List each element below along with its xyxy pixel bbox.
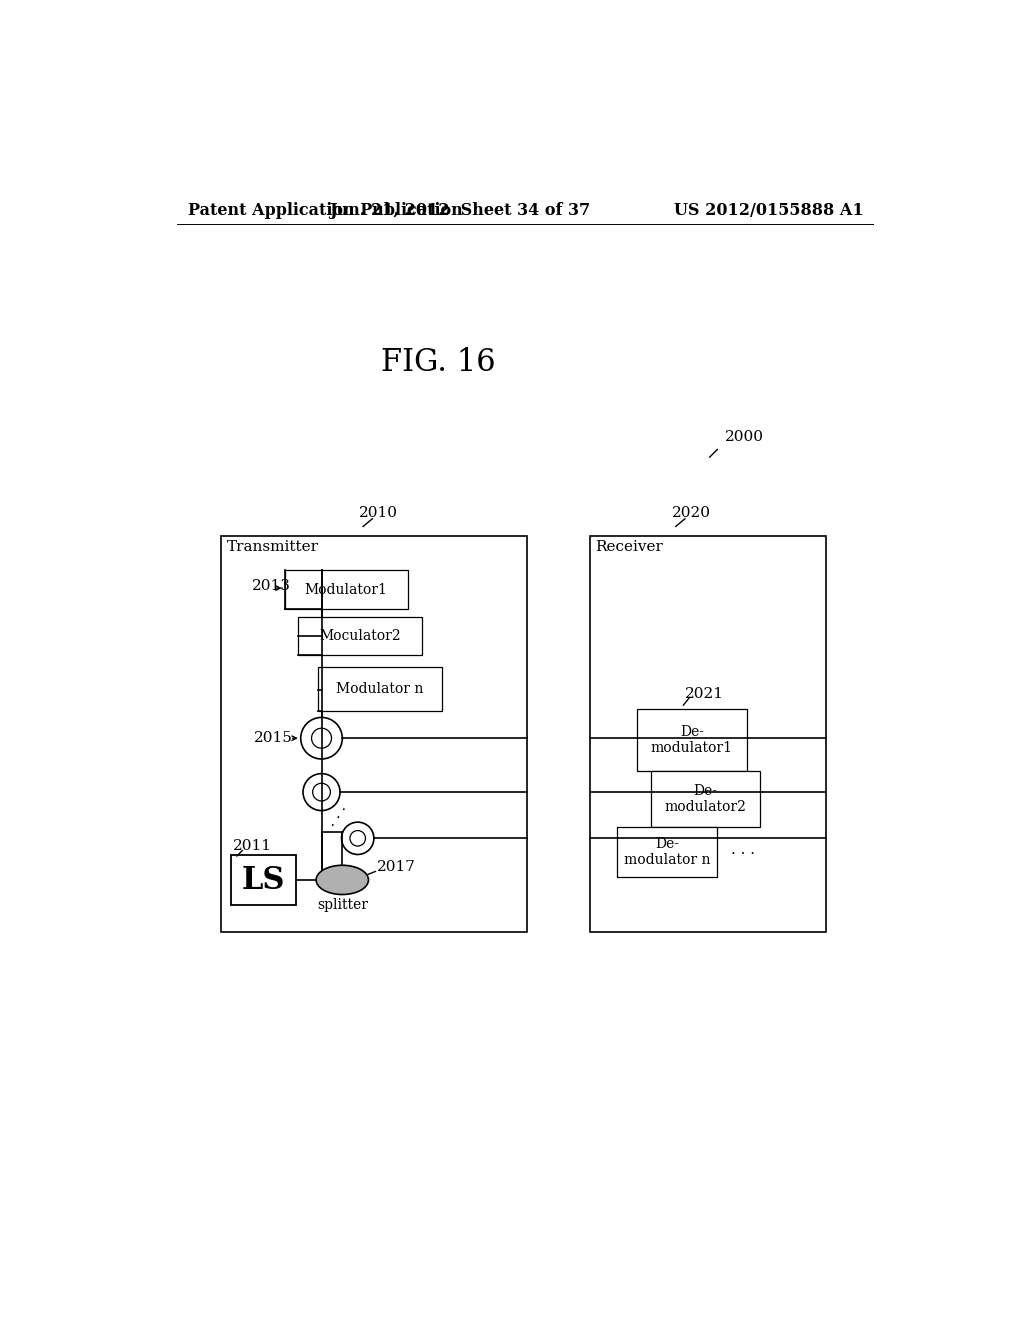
Text: 2013: 2013	[252, 578, 291, 593]
Text: Jun. 21, 2012  Sheet 34 of 37: Jun. 21, 2012 Sheet 34 of 37	[330, 202, 591, 219]
Bar	[617, 826, 717, 876]
Text: 2021: 2021	[685, 686, 724, 701]
Text: Patent Application Publication: Patent Application Publication	[188, 202, 463, 219]
Text: 2020: 2020	[672, 506, 711, 520]
Text: splitter: splitter	[316, 899, 368, 912]
Text: . . .: . . .	[731, 843, 755, 857]
Text: Transmitter: Transmitter	[226, 540, 318, 554]
Bar	[318, 667, 441, 711]
Text: 2015: 2015	[254, 731, 293, 746]
Text: De-
modulator2: De- modulator2	[665, 784, 746, 813]
Text: Modulator n: Modulator n	[336, 682, 424, 696]
Bar	[230, 855, 296, 906]
Text: Moculator2: Moculator2	[319, 628, 400, 643]
Text: De-
modulator1: De- modulator1	[651, 725, 733, 755]
Text: . . .: . . .	[325, 801, 349, 829]
Text: 2010: 2010	[359, 506, 398, 520]
Text: 2011: 2011	[233, 840, 272, 853]
Bar	[298, 616, 422, 655]
Bar	[637, 709, 746, 771]
Text: 2000: 2000	[725, 430, 764, 444]
Text: De-
modulator n: De- modulator n	[624, 837, 711, 867]
Text: Modulator1: Modulator1	[305, 582, 388, 597]
Text: Receiver: Receiver	[596, 540, 664, 554]
Text: FIG. 16: FIG. 16	[381, 347, 496, 378]
Ellipse shape	[316, 866, 369, 895]
Text: 2017: 2017	[377, 859, 416, 874]
Text: US 2012/0155888 A1: US 2012/0155888 A1	[674, 202, 863, 219]
Text: LS: LS	[242, 865, 285, 896]
Bar	[285, 570, 408, 609]
Bar	[590, 536, 826, 932]
Bar	[651, 771, 761, 826]
Bar	[221, 536, 527, 932]
